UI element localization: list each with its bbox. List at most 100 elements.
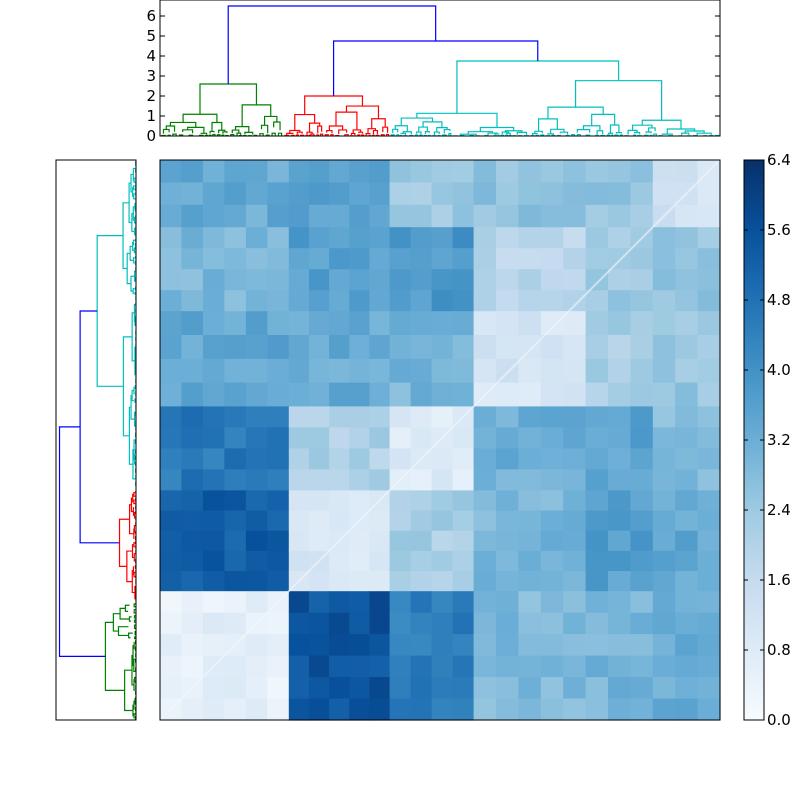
heatmap-cell bbox=[431, 634, 454, 657]
heatmap-cell bbox=[308, 248, 330, 270]
heatmap-cell bbox=[496, 550, 519, 572]
heatmap-cell bbox=[540, 550, 564, 572]
heatmap-cell bbox=[329, 655, 350, 678]
heatmap-cell bbox=[675, 571, 699, 592]
heatmap-cell bbox=[630, 406, 654, 428]
heatmap-cell bbox=[245, 182, 268, 206]
heatmap-cell bbox=[697, 427, 721, 449]
leaf-link bbox=[448, 132, 452, 136]
leaf-link bbox=[212, 133, 216, 136]
heatmap-cell bbox=[369, 530, 391, 552]
heatmap-cell bbox=[410, 406, 433, 428]
heatmap-cell bbox=[308, 469, 330, 491]
heatmap-cell bbox=[540, 634, 564, 657]
heatmap-cell bbox=[630, 510, 654, 532]
heatmap-cell bbox=[697, 182, 721, 206]
heatmap-cell bbox=[245, 358, 268, 384]
heatmap-cell bbox=[540, 311, 564, 336]
branch-link bbox=[400, 132, 407, 136]
heatmap-cell bbox=[389, 530, 412, 552]
heatmap-cell bbox=[267, 358, 290, 384]
leaf-link bbox=[576, 134, 581, 136]
branch-link bbox=[615, 132, 622, 134]
heatmap-cell bbox=[630, 698, 654, 721]
heatmap-cell bbox=[608, 382, 631, 407]
heatmap-cell bbox=[160, 591, 183, 614]
heatmap-cell bbox=[288, 510, 310, 532]
leaf-link bbox=[344, 134, 349, 136]
heatmap-cell bbox=[389, 182, 412, 206]
heatmap-cell bbox=[540, 269, 564, 291]
heatmap-cell bbox=[518, 550, 542, 572]
heatmap-cell bbox=[160, 677, 183, 700]
heatmap-cell bbox=[496, 591, 519, 614]
y-tick-label: 2 bbox=[146, 87, 156, 105]
heatmap-cell bbox=[267, 227, 290, 249]
heatmap-cell bbox=[329, 160, 350, 183]
branch-link bbox=[117, 626, 129, 637]
heatmap-cell bbox=[431, 550, 454, 572]
leaf-link bbox=[259, 133, 264, 136]
heatmap-cell bbox=[181, 490, 204, 512]
heatmap-cell bbox=[288, 269, 310, 291]
heatmap-cell bbox=[540, 427, 564, 449]
heatmap-cell bbox=[224, 550, 247, 572]
heatmap-cell bbox=[267, 311, 290, 336]
heatmap-cell bbox=[369, 248, 391, 270]
heatmap-cell bbox=[410, 510, 433, 532]
heatmap-cell bbox=[245, 510, 268, 532]
heatmap-cell bbox=[496, 571, 519, 592]
heatmap-cell bbox=[410, 591, 433, 614]
heatmap-cell bbox=[349, 290, 371, 312]
heatmap-cell bbox=[540, 677, 564, 700]
heatmap-cell bbox=[410, 227, 433, 249]
heatmap-cell bbox=[389, 269, 412, 291]
heatmap-cell bbox=[160, 311, 183, 336]
heatmap-cell bbox=[652, 290, 676, 312]
heatmap-cell bbox=[473, 182, 497, 206]
heatmap-cell bbox=[518, 290, 542, 312]
heatmap-cell bbox=[496, 204, 519, 228]
heatmap-cell bbox=[540, 469, 564, 491]
branch-link bbox=[260, 124, 269, 134]
heatmap-cell bbox=[585, 406, 609, 428]
heatmap-cell bbox=[349, 358, 371, 384]
heatmap-cell bbox=[288, 427, 310, 449]
heatmap-cell bbox=[245, 655, 268, 678]
heatmap-cell bbox=[585, 591, 609, 614]
heatmap-cell bbox=[652, 382, 676, 407]
heatmap-cell bbox=[585, 510, 609, 532]
heatmap-cell bbox=[160, 248, 183, 270]
branch-link bbox=[165, 125, 176, 132]
heatmap-cell bbox=[563, 677, 587, 700]
heatmap-cell bbox=[181, 311, 204, 336]
heatmap-cell bbox=[308, 655, 330, 678]
heatmap-cell bbox=[181, 204, 204, 228]
heatmap-cell bbox=[181, 510, 204, 532]
heatmap-cell bbox=[329, 335, 350, 360]
branch-link bbox=[372, 129, 379, 135]
heatmap-cell bbox=[160, 227, 183, 249]
heatmap-cell bbox=[496, 382, 519, 407]
heatmap-cell bbox=[540, 335, 564, 360]
heatmap-cell bbox=[563, 591, 587, 614]
heatmap-cell bbox=[329, 406, 350, 428]
heatmap-cell bbox=[473, 677, 497, 700]
heatmap-cell bbox=[267, 406, 290, 428]
heatmap-cell bbox=[389, 290, 412, 312]
heatmap-cell bbox=[349, 406, 371, 428]
heatmap-cell bbox=[245, 571, 268, 592]
branch-link bbox=[516, 131, 528, 135]
heatmap-cell bbox=[329, 677, 350, 700]
heatmap-cell bbox=[585, 550, 609, 572]
leaf-link bbox=[320, 133, 324, 136]
heatmap-cell bbox=[267, 698, 290, 721]
heatmap-cell bbox=[181, 248, 204, 270]
heatmap-cell bbox=[431, 227, 454, 249]
colorbar-tick-label: 2.4 bbox=[767, 501, 791, 519]
heatmap-cell bbox=[329, 490, 350, 512]
colorbar-tick-label: 3.2 bbox=[767, 431, 791, 449]
heatmap-cell bbox=[473, 248, 497, 270]
heatmap-cell bbox=[496, 490, 519, 512]
heatmap-cell bbox=[410, 248, 433, 270]
